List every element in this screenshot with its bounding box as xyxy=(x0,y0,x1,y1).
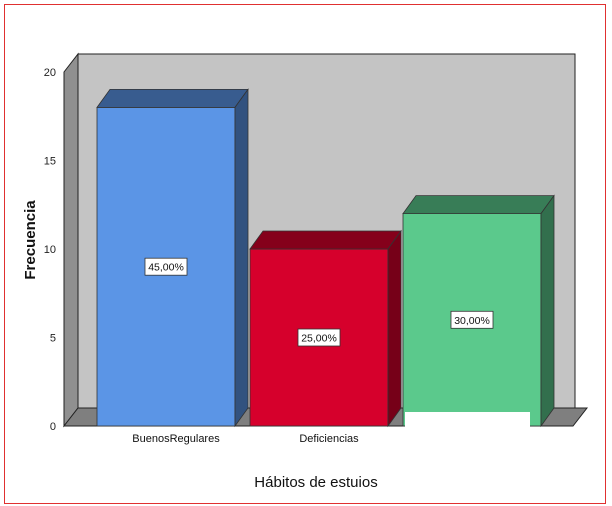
bar-top xyxy=(402,195,555,215)
data-label: 25,00% xyxy=(301,333,337,345)
y-tick-label: 0 xyxy=(50,421,56,433)
bar: 30,00% xyxy=(402,194,555,428)
bar-top xyxy=(249,230,402,250)
data-label-box xyxy=(450,310,494,329)
y-tick-label: 15 xyxy=(44,156,56,168)
data-label-box xyxy=(297,328,341,347)
category-label: Deficiencias xyxy=(299,433,359,445)
bar: 45,00% xyxy=(96,88,249,428)
y-axis-ticks: 0 5 10 15 20 xyxy=(44,67,56,433)
bar-top xyxy=(96,89,249,108)
category-label: BuenosRegulares xyxy=(132,433,220,445)
side-wall xyxy=(63,52,79,428)
bar-side xyxy=(540,194,555,428)
x-axis-title: Hábitos de estuios xyxy=(254,474,377,491)
bar-side xyxy=(234,88,249,428)
bar-side xyxy=(387,229,402,428)
floor-mask xyxy=(405,412,530,428)
data-label: 45,00% xyxy=(148,262,184,274)
bar: 25,00% xyxy=(249,229,402,428)
data-label-box xyxy=(144,257,188,276)
bars: 45,00% 25,00% 30,00% xyxy=(96,88,555,428)
data-label: 30,00% xyxy=(454,315,490,327)
chart-frame xyxy=(4,4,606,504)
y-axis-title: Frecuencia xyxy=(22,200,39,280)
y-tick-label: 10 xyxy=(44,244,56,256)
y-tick-label: 20 xyxy=(44,67,56,79)
y-tick-label: 5 xyxy=(50,333,56,345)
x-axis-categories: BuenosRegulares Deficiencias xyxy=(132,433,359,445)
